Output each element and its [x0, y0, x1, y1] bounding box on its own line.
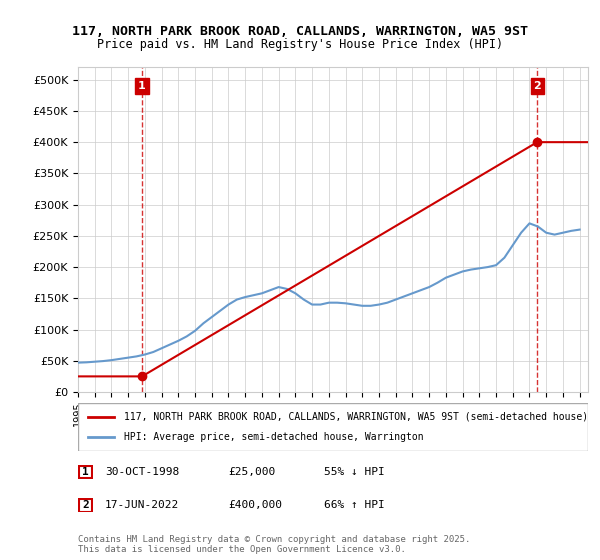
FancyBboxPatch shape	[79, 465, 92, 478]
Text: 117, NORTH PARK BROOK ROAD, CALLANDS, WARRINGTON, WA5 9ST (semi-detached house): 117, NORTH PARK BROOK ROAD, CALLANDS, WA…	[124, 412, 588, 422]
Text: 117, NORTH PARK BROOK ROAD, CALLANDS, WARRINGTON, WA5 9ST: 117, NORTH PARK BROOK ROAD, CALLANDS, WA…	[72, 25, 528, 38]
Text: Price paid vs. HM Land Registry's House Price Index (HPI): Price paid vs. HM Land Registry's House …	[97, 38, 503, 51]
Text: 2: 2	[82, 501, 89, 510]
Text: 2: 2	[533, 81, 541, 91]
Text: 55% ↓ HPI: 55% ↓ HPI	[324, 466, 385, 477]
FancyBboxPatch shape	[79, 499, 92, 512]
Text: Contains HM Land Registry data © Crown copyright and database right 2025.
This d: Contains HM Land Registry data © Crown c…	[78, 535, 470, 554]
Text: £25,000: £25,000	[228, 466, 275, 477]
Text: 66% ↑ HPI: 66% ↑ HPI	[324, 500, 385, 510]
Text: 30-OCT-1998: 30-OCT-1998	[105, 466, 179, 477]
Text: 1: 1	[138, 81, 146, 91]
Text: HPI: Average price, semi-detached house, Warrington: HPI: Average price, semi-detached house,…	[124, 432, 424, 442]
FancyBboxPatch shape	[78, 403, 588, 451]
Text: 17-JUN-2022: 17-JUN-2022	[105, 500, 179, 510]
Text: £400,000: £400,000	[228, 500, 282, 510]
Text: 1: 1	[82, 467, 89, 477]
